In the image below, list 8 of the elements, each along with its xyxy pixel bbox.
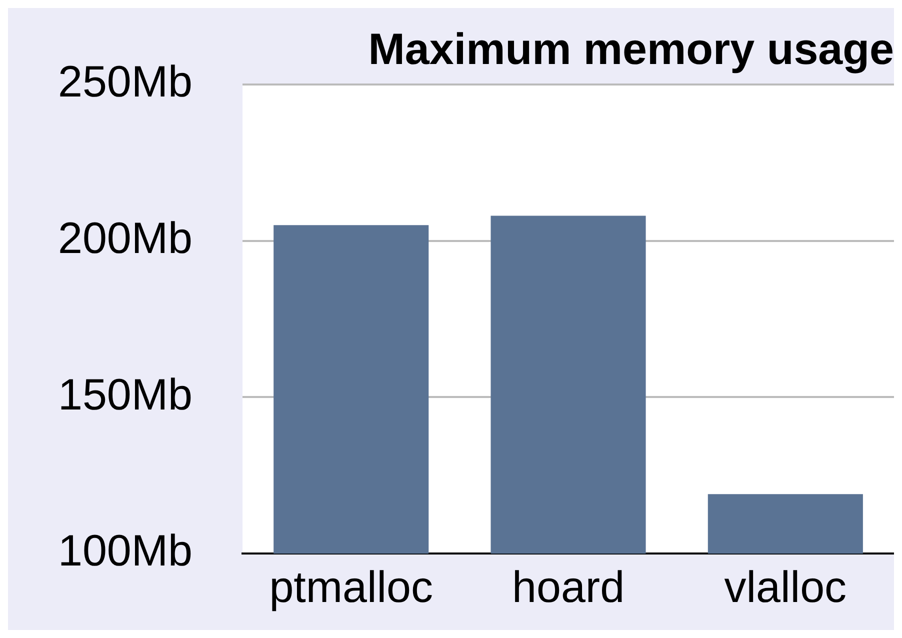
y-tick-label: 150Mb — [58, 370, 193, 420]
x-tick-label: hoard — [512, 563, 625, 612]
x-tick-label: vlalloc — [724, 563, 847, 612]
y-tick-label: 100Mb — [58, 526, 193, 576]
y-tick-label: 200Mb — [58, 214, 193, 263]
x-tick-label: ptmalloc — [269, 563, 434, 612]
chart-title: Maximum memory usage — [368, 25, 894, 74]
y-tick-label: 250Mb — [58, 58, 193, 107]
